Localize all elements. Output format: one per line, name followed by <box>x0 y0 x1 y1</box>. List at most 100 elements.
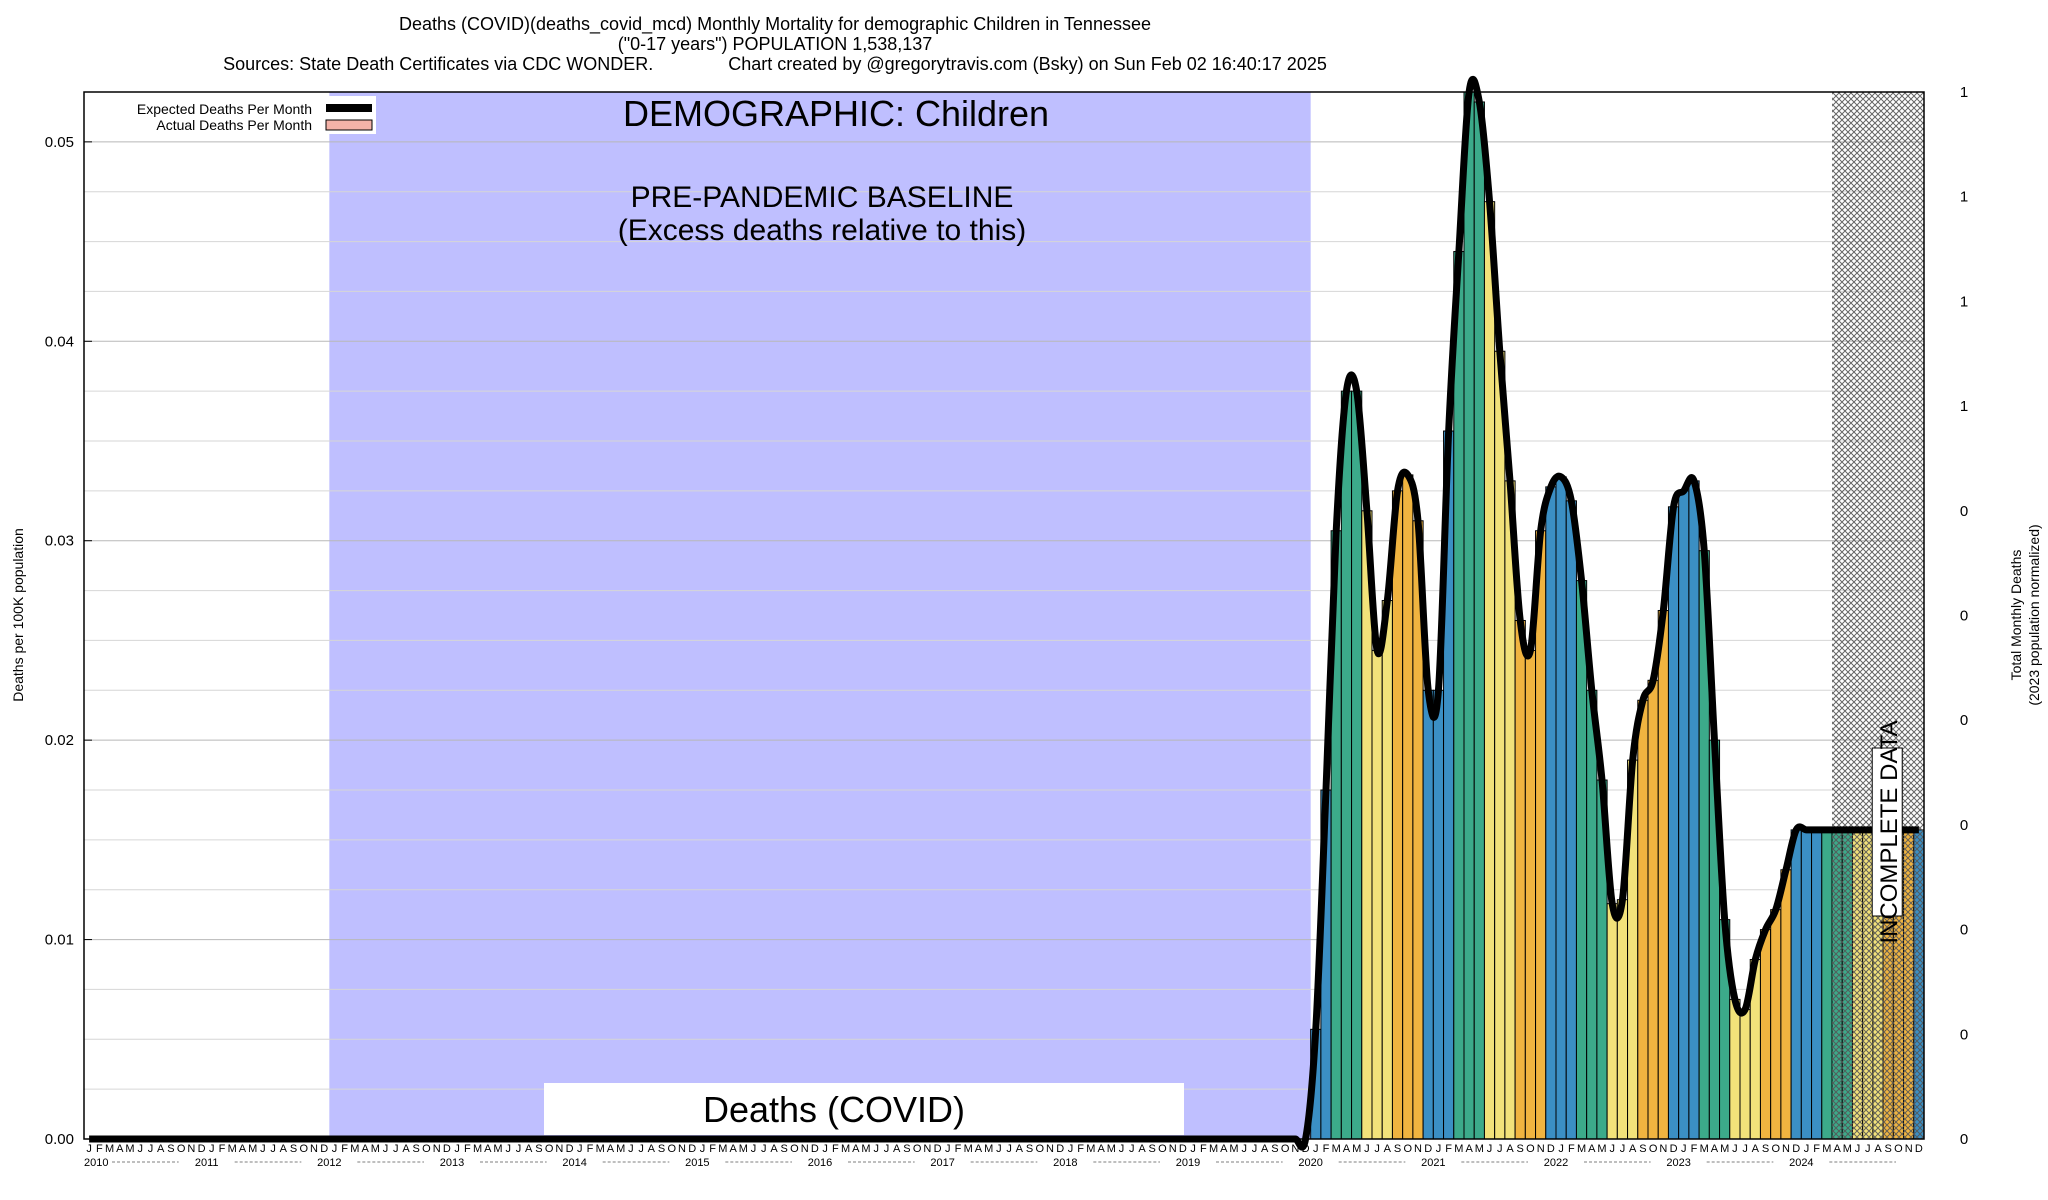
x-tick-label: N <box>1537 1143 1545 1155</box>
chart-sources: Sources: State Death Certificates via CD… <box>223 54 1327 74</box>
x-tick-label: O <box>177 1143 186 1155</box>
x-tick-label: F <box>219 1143 226 1155</box>
x-tick-label: S <box>1026 1143 1033 1155</box>
x-tick-label: J <box>1190 1143 1196 1155</box>
x-tick-label: J <box>1364 1143 1370 1155</box>
x-tick-label: A <box>1016 1143 1024 1155</box>
year-label: 2018 <box>1053 1157 1077 1169</box>
x-tick-label: A <box>1343 1143 1351 1155</box>
x-tick-label: O <box>1035 1143 1044 1155</box>
bar <box>1371 649 1383 1140</box>
x-tick-label: F <box>709 1143 716 1155</box>
bar <box>1463 91 1475 1140</box>
x-tick-label: A <box>1465 1143 1473 1155</box>
right-tick-label: 0 <box>1960 1131 1968 1148</box>
x-tick-label: S <box>535 1143 542 1155</box>
x-tick-label: S <box>1271 1143 1278 1155</box>
incomplete-data-label: INCOMPLETE DATA <box>1876 720 1903 943</box>
x-tick-label: J <box>1119 1143 1125 1155</box>
x-tick-label: J <box>1558 1143 1564 1155</box>
x-tick-label: M <box>248 1143 257 1155</box>
bar <box>1514 619 1526 1140</box>
x-tick-label: N <box>1291 1143 1299 1155</box>
x-tick-label: S <box>1762 1143 1769 1155</box>
x-tick-label: A <box>852 1143 860 1155</box>
x-tick-label: O <box>1403 1143 1412 1155</box>
x-tick-label: S <box>413 1143 420 1155</box>
x-tick-label: A <box>157 1143 165 1155</box>
x-tick-label: D <box>198 1143 206 1155</box>
x-tick-label: D <box>934 1143 942 1155</box>
baseline-label: PRE-PANDEMIC BASELINE <box>631 181 1014 214</box>
x-tick-label: M <box>493 1143 502 1155</box>
right-tick-label: 0 <box>1960 712 1968 729</box>
x-tick-label: J <box>1487 1143 1493 1155</box>
x-tick-label: N <box>1659 1143 1667 1155</box>
bar <box>1780 869 1792 1140</box>
x-tick-label: D <box>1302 1143 1310 1155</box>
x-tick-label: D <box>1915 1143 1923 1155</box>
x-tick-label: J <box>638 1143 644 1155</box>
x-tick-label: M <box>1720 1143 1729 1155</box>
x-tick-label: M <box>1332 1143 1341 1155</box>
x-tick-label: S <box>781 1143 788 1155</box>
bar <box>1678 490 1690 1140</box>
x-tick-label: A <box>1261 1143 1269 1155</box>
x-tick-label: J <box>1374 1143 1380 1155</box>
year-label: 2017 <box>930 1157 954 1169</box>
bar <box>1391 490 1404 1140</box>
x-tick-label: N <box>1169 1143 1177 1155</box>
bar <box>1402 474 1414 1140</box>
bar <box>1637 699 1649 1140</box>
x-tick-label: M <box>1700 1143 1709 1155</box>
year-label: 2021 <box>1421 1157 1445 1169</box>
x-tick-label: F <box>587 1143 594 1155</box>
x-tick-label: J <box>1742 1143 1748 1155</box>
legend-swatch-actual <box>325 119 373 131</box>
x-tick-label: J <box>577 1143 583 1155</box>
x-tick-label: D <box>688 1143 696 1155</box>
x-tick-label: J <box>505 1143 511 1155</box>
x-tick-label: J <box>884 1143 890 1155</box>
x-tick-label: A <box>402 1143 410 1155</box>
x-tick-label: D <box>443 1143 451 1155</box>
x-tick-label: A <box>648 1143 656 1155</box>
x-tick-label: M <box>473 1143 482 1155</box>
incomplete-data-group: INCOMPLETE DATA <box>1871 720 1903 944</box>
x-tick-label: J <box>1006 1143 1012 1155</box>
year-label: 2024 <box>1789 1157 1813 1169</box>
x-tick-label: N <box>1414 1143 1422 1155</box>
x-tick-label: S <box>1885 1143 1892 1155</box>
year-label: 2022 <box>1544 1157 1568 1169</box>
bar <box>1473 101 1485 1140</box>
bar <box>1647 679 1659 1140</box>
x-tick-label: O <box>1158 1143 1167 1155</box>
x-tick-label: M <box>1209 1143 1218 1155</box>
x-tick-label: J <box>1732 1143 1738 1155</box>
bar <box>1800 829 1813 1140</box>
x-tick-label: J <box>454 1143 460 1155</box>
x-tick-label: J <box>1241 1143 1247 1155</box>
demographic-label: DEMOGRAPHIC: Children <box>623 93 1049 134</box>
year-label: 2014 <box>562 1157 586 1169</box>
x-tick-label: A <box>893 1143 901 1155</box>
x-tick-label: M <box>1107 1143 1116 1155</box>
right-tick-label: 1 <box>1960 189 1968 206</box>
x-tick-label: F <box>1568 1143 1575 1155</box>
x-tick-label: N <box>1782 1143 1790 1155</box>
x-tick-label: M <box>371 1143 380 1155</box>
x-tick-label: F <box>96 1143 103 1155</box>
x-tick-label: D <box>1056 1143 1064 1155</box>
x-tick-label: A <box>1138 1143 1146 1155</box>
x-tick-label: N <box>187 1143 195 1155</box>
x-tick-label: J <box>1313 1143 1319 1155</box>
x-tick-label: A <box>116 1143 124 1155</box>
baseline-sublabel: (Excess deaths relative to this) <box>618 214 1027 247</box>
x-tick-label: A <box>1874 1143 1882 1155</box>
y-tick-label: 0.02 <box>45 732 74 749</box>
x-tick-label: S <box>1639 1143 1646 1155</box>
x-tick-label: O <box>1281 1143 1290 1155</box>
x-tick-label: A <box>525 1143 533 1155</box>
bar <box>1351 390 1363 1140</box>
